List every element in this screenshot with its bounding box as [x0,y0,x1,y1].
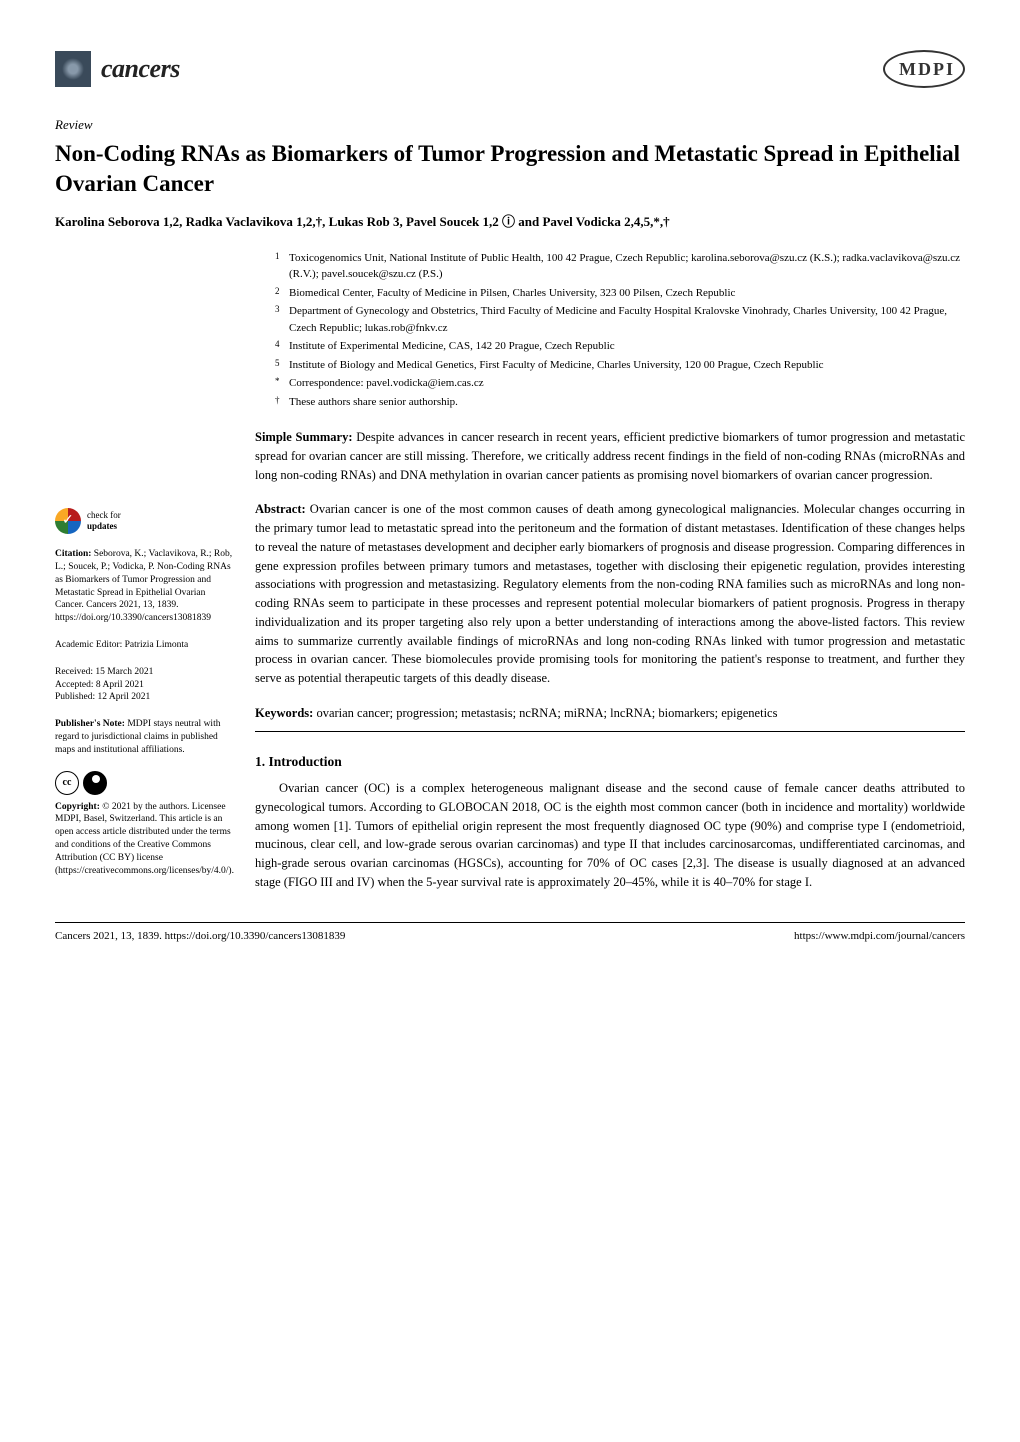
article-type: Review [55,116,965,135]
date-accepted: Accepted: 8 April 2021 [55,679,235,692]
affil-num: 1 [275,250,289,283]
article-title: Non-Coding RNAs as Biomarkers of Tumor P… [55,139,965,199]
authors-line: Karolina Seborova 1,2, Radka Vaclavikova… [55,213,965,232]
affil-text: Institute of Experimental Medicine, CAS,… [289,338,965,355]
body-paragraph: Ovarian cancer (OC) is a complex heterog… [255,779,965,892]
affil-text: Biomedical Center, Faculty of Medicine i… [289,285,965,302]
journal-logo-icon [55,51,91,87]
simple-summary: Simple Summary: Despite advances in canc… [255,428,965,484]
affil-num: 3 [275,303,289,336]
editor-text: Patrizia Limonta [125,640,189,650]
abstract-label: Abstract: [255,502,306,516]
footer: Cancers 2021, 13, 1839. https://doi.org/… [55,922,965,945]
date-received: Received: 15 March 2021 [55,666,235,679]
affil-num: 2 [275,285,289,302]
affiliation-item: 1Toxicogenomics Unit, National Institute… [275,250,965,283]
keywords: Keywords: ovarian cancer; progression; m… [255,704,965,723]
citation-label: Citation: [55,549,91,559]
affiliation-item: 2Biomedical Center, Faculty of Medicine … [275,285,965,302]
mdpi-logo: MDPI [883,50,965,88]
affiliations: 1Toxicogenomics Unit, National Institute… [275,250,965,411]
dates-block: Received: 15 March 2021 Accepted: 8 Apri… [55,666,235,704]
section-divider [255,731,965,732]
date-published: Published: 12 April 2021 [55,691,235,704]
affiliation-item: †These authors share senior authorship. [275,394,965,411]
affiliation-item: *Correspondence: pavel.vodicka@iem.cas.c… [275,375,965,392]
affil-num: 4 [275,338,289,355]
affiliation-item: 4Institute of Experimental Medicine, CAS… [275,338,965,355]
affil-text: Institute of Biology and Medical Genetic… [289,357,965,374]
editor-label: Academic Editor: [55,640,122,650]
journal-logo: cancers [55,50,180,88]
section-heading: 1. Introduction [255,752,965,772]
keywords-text: ovarian cancer; progression; metastasis;… [316,706,777,720]
affiliation-item: 3Department of Gynecology and Obstetrics… [275,303,965,336]
affil-num: † [275,394,289,411]
keywords-label: Keywords: [255,706,313,720]
sidebar: check forupdates Citation: Seborova, K.;… [55,428,255,892]
affil-text: These authors share senior authorship. [289,394,965,411]
header-row: cancers MDPI [55,50,965,88]
check-updates-text: check forupdates [87,510,121,532]
copyright-block: Copyright: © 2021 by the authors. Licens… [55,801,235,878]
simple-summary-text: Despite advances in cancer research in r… [255,430,965,482]
simple-summary-label: Simple Summary: [255,430,353,444]
affiliation-item: 5Institute of Biology and Medical Geneti… [275,357,965,374]
journal-name: cancers [101,50,180,88]
main-column: Simple Summary: Despite advances in canc… [255,428,965,892]
check-updates-icon [55,508,81,534]
affil-num: 5 [275,357,289,374]
two-column-layout: check forupdates Citation: Seborova, K.;… [55,428,965,892]
footer-left: Cancers 2021, 13, 1839. https://doi.org/… [55,929,345,945]
affil-text: Department of Gynecology and Obstetrics,… [289,303,965,336]
affil-text: Toxicogenomics Unit, National Institute … [289,250,965,283]
copyright-text: © 2021 by the authors. Licensee MDPI, Ba… [55,802,234,876]
publisher-note-label: Publisher's Note: [55,719,125,729]
affil-text: Correspondence: pavel.vodicka@iem.cas.cz [289,375,965,392]
copyright-label: Copyright: [55,802,100,812]
cc-icon: cc [55,771,79,795]
check-updates[interactable]: check forupdates [55,508,235,534]
publisher-note-block: Publisher's Note: MDPI stays neutral wit… [55,718,235,756]
abstract: Abstract: Ovarian cancer is one of the m… [255,500,965,688]
footer-right: https://www.mdpi.com/journal/cancers [794,929,965,945]
editor-block: Academic Editor: Patrizia Limonta [55,639,235,652]
citation-block: Citation: Seborova, K.; Vaclavikova, R.;… [55,548,235,625]
affil-num: * [275,375,289,392]
citation-text: Seborova, K.; Vaclavikova, R.; Rob, L.; … [55,549,232,623]
abstract-text: Ovarian cancer is one of the most common… [255,502,965,685]
cc-by-icon [83,771,107,795]
cc-icons: cc [55,771,235,795]
